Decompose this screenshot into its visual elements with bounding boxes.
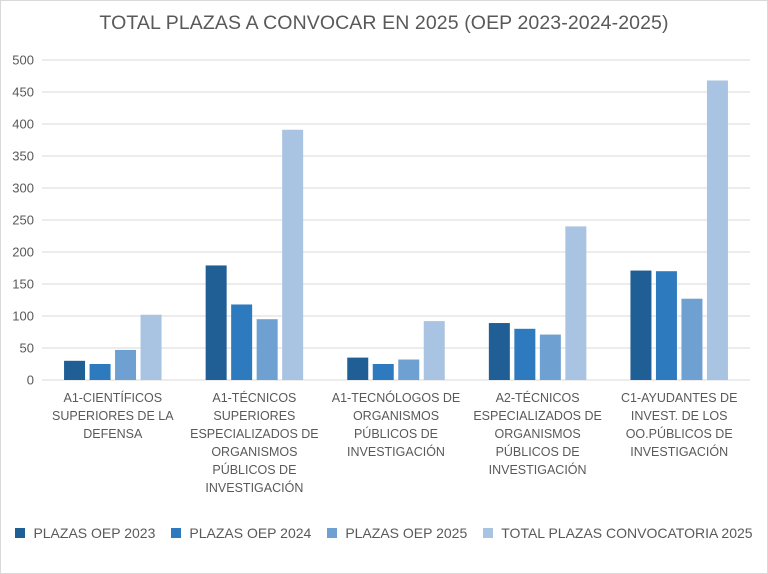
- bar-4-cat-3: [423, 321, 445, 380]
- bar-2-cat-4: [514, 328, 536, 380]
- legend-label: TOTAL PLAZAS CONVOCATORIA 2025: [501, 525, 753, 541]
- legend-swatch: [483, 528, 494, 538]
- y-tick-label: 200: [12, 245, 34, 260]
- x-category-label-line: SUPERIORES: [213, 409, 296, 423]
- x-category-label-line: DEFENSA: [83, 427, 143, 441]
- chart-title: TOTAL PLAZAS A CONVOCAR EN 2025 (OEP 202…: [99, 12, 669, 34]
- x-category-label-line: SUPERIORES DE LA: [52, 409, 174, 423]
- y-tick-label: 300: [12, 181, 34, 196]
- bar-4-cat-4: [565, 226, 587, 380]
- y-tick-label: 250: [12, 213, 34, 228]
- bar-2-cat-3: [372, 364, 394, 380]
- x-category-label-line: PÚBLICOS DE: [353, 427, 439, 441]
- x-category-label-line: A1-TÉCNICOS: [212, 391, 297, 405]
- x-category-label-line: ORGANISMOS: [494, 427, 581, 441]
- x-category-label-line: INVESTIGACIÓN: [347, 445, 445, 459]
- bar-2-cat-2: [231, 304, 253, 380]
- y-tick-label: 400: [12, 117, 34, 132]
- x-category-label-line: A1-TECNÓLOGOS DE: [331, 391, 461, 405]
- legend-item: PLAZAS OEP 2025: [327, 525, 467, 541]
- y-tick-label: 50: [20, 341, 34, 356]
- bar-1-cat-4: [488, 323, 510, 380]
- x-category-label-line: ESPECIALIZADOS DE: [473, 409, 602, 423]
- y-tick-label: 500: [12, 53, 34, 68]
- legend-label: PLAZAS OEP 2023: [33, 525, 156, 541]
- bar-4-cat-2: [282, 129, 304, 380]
- y-tick-label: 0: [27, 373, 34, 388]
- x-category-label: A2-TÉCNICOS ESPECIALIZADOS DE ORGANISMOS PÚ…: [473, 389, 603, 479]
- legend-swatch: [171, 528, 182, 538]
- legend-swatch: [327, 528, 338, 538]
- bar-4-cat-1: [140, 314, 162, 380]
- bar-3-cat-2: [256, 319, 278, 380]
- legend-label: PLAZAS OEP 2024: [189, 525, 312, 541]
- chart-legend: PLAZAS OEP 2023 PLAZAS OEP 2024 PLAZAS OEP…: [0, 525, 768, 541]
- bar-1-cat-1: [64, 360, 86, 380]
- legend-item: PLAZAS OEP 2024: [171, 525, 311, 541]
- x-category-label-line: INVESTIGACIÓN: [205, 481, 304, 495]
- bar-3-cat-3: [398, 359, 420, 380]
- bar-3-cat-5: [681, 298, 703, 380]
- y-tick-label: 450: [12, 85, 34, 100]
- x-category-label-line: ORGANISMOS: [352, 409, 440, 423]
- legend-item: TOTAL PLAZAS CONVOCATORIA 2025: [483, 525, 753, 541]
- x-category-label-line: C1-AYUDANTES DE: [620, 391, 738, 405]
- x-category-label-line: OO.PÚBLICOS DE: [625, 427, 733, 441]
- x-category-label-line: INVESTIGACIÓN: [630, 445, 729, 459]
- x-category-label: A1-TECNÓLOGOS DE ORGANISMOS PÚBLICOS DE INV…: [331, 389, 461, 461]
- bar-4-cat-5: [706, 80, 728, 380]
- x-category-label-line: PÚBLICOS DE: [495, 445, 580, 459]
- legend-label: PLAZAS OEP 2025: [345, 525, 468, 541]
- bar-3-cat-4: [539, 334, 561, 380]
- x-category-label-line: INVEST. DE LOS: [630, 409, 728, 423]
- x-category-label-line: A2-TÉCNICOS: [495, 391, 580, 405]
- x-category-label: C1-AYUDANTES DE INVEST. DE LOS OO.PÚBLICOS…: [614, 389, 744, 461]
- x-category-label-line: INVESTIGACIÓN: [488, 463, 587, 477]
- x-category-label-line: PÚBLICOS DE: [212, 463, 297, 477]
- x-category-label-line: ESPECIALIZADOS DE: [190, 427, 319, 441]
- bar-1-cat-5: [630, 270, 652, 380]
- legend-item: PLAZAS OEP 2023: [15, 525, 155, 541]
- x-category-label-line: ORGANISMOS: [211, 445, 298, 459]
- bar-2-cat-1: [89, 364, 111, 380]
- bar-1-cat-3: [347, 357, 369, 380]
- x-category-label: A1-CIENTÍFICOS SUPERIORES DE LA DEFENSA: [48, 389, 178, 443]
- y-tick-label: 350: [12, 149, 34, 164]
- legend-swatch: [15, 528, 26, 538]
- y-tick-label: 150: [12, 277, 34, 292]
- bar-1-cat-2: [205, 265, 227, 380]
- bar-3-cat-1: [115, 349, 137, 380]
- x-category-label-line: A1-CIENTÍFICOS: [63, 391, 163, 405]
- y-tick-label: 100: [12, 309, 34, 324]
- bar-2-cat-5: [655, 271, 677, 380]
- x-category-label: A1-TÉCNICOS SUPERIORES ESPECIALIZADOS DE OR…: [189, 389, 319, 497]
